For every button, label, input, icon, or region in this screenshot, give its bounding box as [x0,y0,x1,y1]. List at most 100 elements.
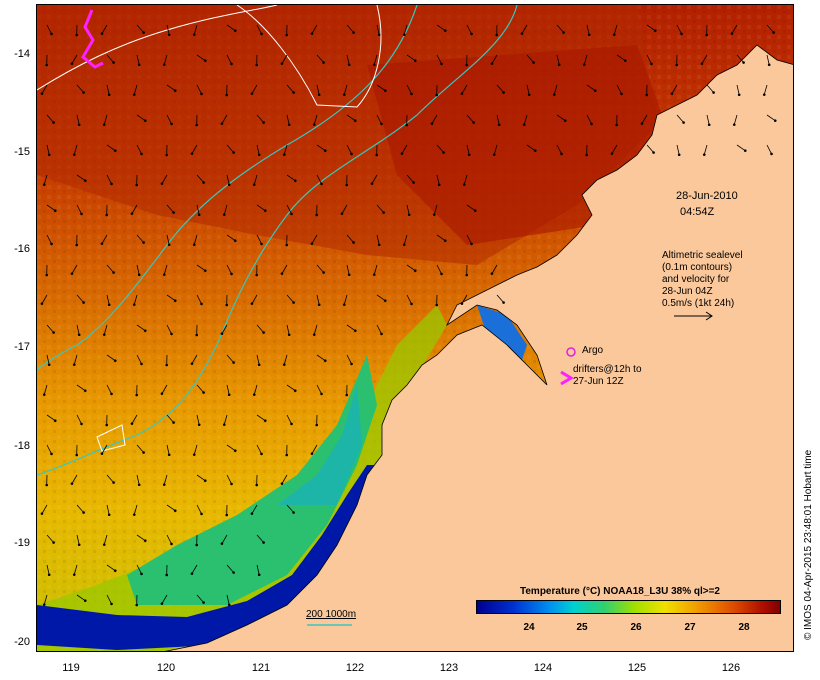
velocity-arrow [251,294,258,304]
velocity-arrow-head [132,93,136,96]
velocity-arrow [311,444,318,454]
velocity-arrow-head [342,93,346,96]
velocity-arrow-head [200,92,203,96]
velocity-arrow-head [53,209,57,212]
velocity-arrow-head [352,31,355,34]
velocity-arrow-head [165,363,169,367]
velocity-arrow-head [42,603,46,606]
velocity-arrow-head [105,423,109,427]
drifter-track [81,9,104,69]
velocity-arrow [526,144,536,151]
velocity-arrow [46,534,54,543]
velocity-arrow-head [262,121,265,124]
velocity-arrow-head [162,483,166,486]
velocity-arrow [103,534,108,545]
velocity-arrow [46,234,52,245]
velocity-arrow [43,594,48,605]
velocity-arrow-head [227,603,231,607]
velocity-arrow [343,294,348,305]
velocity-arrow [163,54,168,65]
velocity-arrow [76,84,84,93]
velocity-arrow-head [132,513,136,516]
velocity-arrow-head [227,183,231,187]
velocity-arrow-head [287,333,291,337]
velocity-arrow-head [190,572,194,575]
velocity-arrow [346,324,356,331]
velocity-arrow [106,474,114,483]
velocity-arrow [131,414,138,424]
velocity-arrow [46,564,50,575]
sst-map[interactable] [36,4,794,652]
velocity-arrow-head [352,241,355,244]
velocity-arrow [556,114,566,121]
velocity-arrow [466,114,474,123]
velocity-arrow [71,54,78,64]
velocity-arrow-head [707,123,711,127]
velocity-arrow-head [230,482,233,486]
velocity-arrow-head [320,182,323,186]
velocity-arrow [286,504,294,513]
velocity-arrow-head [620,92,623,96]
velocity-arrow-head [350,362,353,366]
velocity-arrow-head [47,363,51,367]
velocity-arrow-head [232,571,235,574]
velocity-arrow-head [413,59,417,62]
velocity-arrow-head [72,363,76,366]
velocity-arrow-head [45,63,49,67]
velocity-arrow [223,414,228,425]
velocity-arrow [256,204,266,211]
velocity-arrow-head [107,303,111,307]
velocity-arrow [671,84,678,94]
velocity-arrow [226,474,232,485]
velocity-arrow [731,24,738,34]
velocity-arrow-head [432,213,436,216]
velocity-arrow [436,264,442,275]
lat-tick: -18 [14,440,30,452]
velocity-arrow [191,144,198,154]
velocity-arrow [401,144,408,154]
velocity-arrow [466,204,476,211]
velocity-arrow [226,264,232,275]
velocity-arrow-head [107,513,111,517]
velocity-arrow [73,354,78,365]
velocity-arrow [436,54,442,65]
velocity-arrow-head [165,573,169,577]
velocity-arrow-head [440,272,443,276]
velocity-arrow-head [430,122,434,125]
velocity-arrow-head [375,153,379,157]
velocity-arrow-head [585,153,589,157]
velocity-arrow-head [100,32,104,35]
velocity-arrow-head [467,153,471,157]
velocity-arrow-head [533,149,537,152]
velocity-arrow-head [372,273,376,276]
velocity-arrow-head [497,123,501,127]
velocity-arrow [226,354,234,363]
velocity-arrow [406,264,416,271]
velocity-arrow [286,414,292,425]
velocity-arrow-head [83,389,87,392]
velocity-arrow [196,204,200,215]
velocity-arrow [71,474,78,484]
velocity-arrow-head [292,91,295,94]
velocity-arrow [496,84,504,93]
velocity-arrow-head [495,33,499,37]
velocity-arrow-head [192,33,196,36]
velocity-arrow-head [347,63,351,67]
velocity-arrow-head [47,573,51,577]
velocity-arrow-head [440,62,443,66]
velocity-arrow-head [742,61,745,64]
velocity-arrow [226,144,234,153]
velocity-arrow [256,24,262,35]
velocity-arrow-head [260,242,263,246]
velocity-arrow-head [353,119,357,122]
velocity-arrow [136,444,144,453]
velocity-arrow-head [142,451,145,454]
velocity-arrow-head [442,151,445,154]
velocity-arrow [133,84,138,95]
velocity-arrow-head [285,243,289,247]
velocity-arrow-head [230,62,233,66]
velocity-arrow [611,144,618,154]
velocity-arrow-head [677,153,681,157]
velocity-arrow-head [53,419,57,422]
velocity-arrow [316,354,326,361]
